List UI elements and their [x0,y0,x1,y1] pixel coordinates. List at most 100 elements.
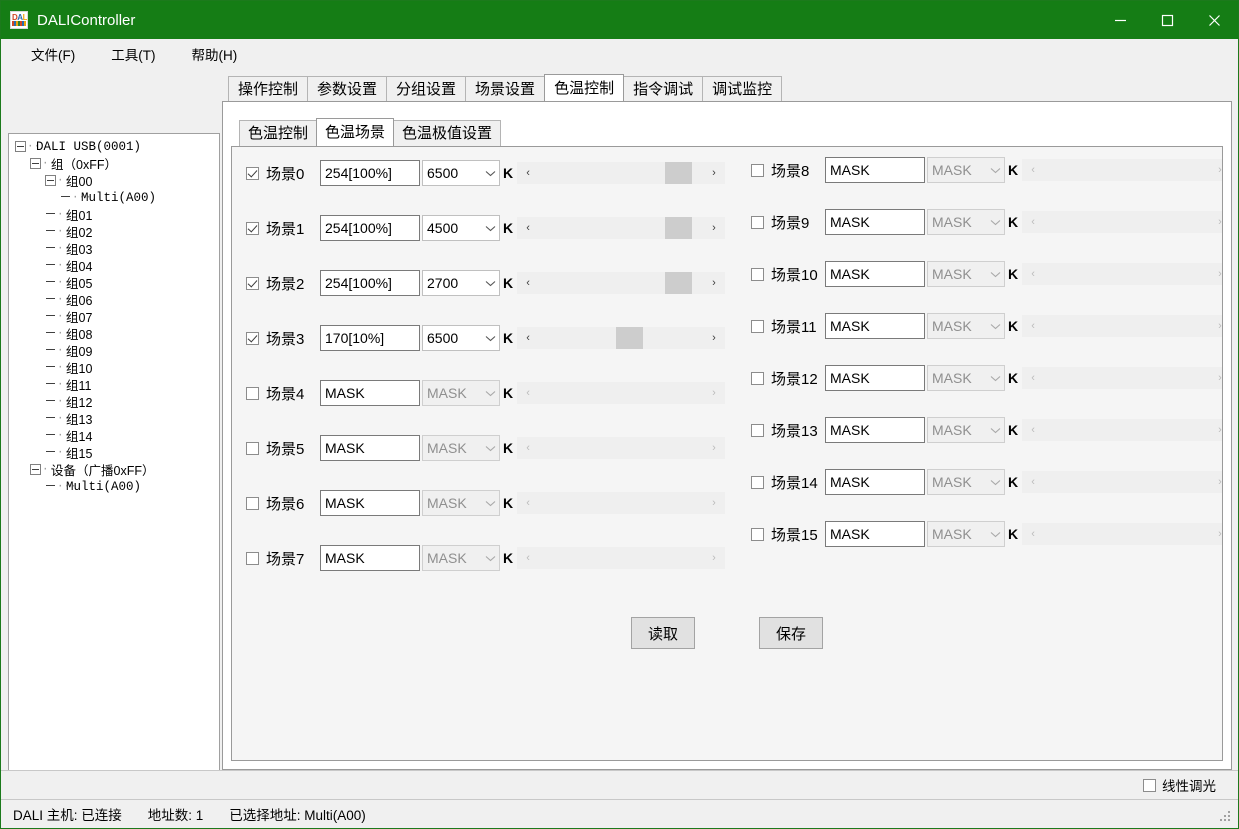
scene-kelvin-scrollbar[interactable]: ‹ › [517,272,725,294]
chevron-down-icon[interactable] [986,219,1004,226]
scrollbar-right-arrow-icon[interactable]: › [712,497,716,509]
scene-level-input[interactable]: MASK [825,209,925,235]
scene-kelvin-select[interactable]: MASK [422,490,500,516]
scrollbar-thumb[interactable] [616,327,644,349]
scene-kelvin-scrollbar[interactable]: ‹ › [517,327,725,349]
scene-enable-checkbox[interactable] [246,276,259,290]
chevron-down-icon[interactable] [986,375,1004,382]
scene-enable-checkbox[interactable] [751,371,764,385]
linear-dimming-option[interactable]: 线性调光 [1143,775,1216,795]
scrollbar-left-arrow-icon[interactable]: ‹ [1031,216,1035,228]
tree-node[interactable]: ··· 组02 [15,223,219,240]
scrollbar-right-arrow-icon[interactable]: › [712,387,716,399]
chevron-down-icon[interactable] [481,445,499,452]
scrollbar-track[interactable] [539,162,703,184]
scrollbar-right-arrow-icon[interactable]: › [712,222,716,234]
scene-level-input[interactable]: 254[100%] [320,215,420,241]
scene-kelvin-select[interactable]: MASK [927,261,1005,287]
scrollbar-left-arrow-icon[interactable]: ‹ [1031,424,1035,436]
scrollbar-right-arrow-icon[interactable]: › [1218,164,1222,176]
chevron-down-icon[interactable] [481,170,499,177]
scrollbar-right-arrow-icon[interactable]: › [1218,528,1222,540]
tree-node[interactable]: ··· Multi(A00) [15,478,219,495]
tree-node[interactable]: ··· 组06 [15,291,219,308]
inner-tab-2[interactable]: 色温极值设置 [393,120,502,146]
chevron-down-icon[interactable] [986,323,1004,330]
scene-kelvin-select[interactable]: MASK [927,209,1005,235]
scene-kelvin-scrollbar[interactable]: ‹ › [517,382,725,404]
tab-2[interactable]: 分组设置 [386,76,467,101]
scene-enable-checkbox[interactable] [246,496,259,510]
chevron-down-icon[interactable] [481,500,499,507]
scrollbar-left-arrow-icon[interactable]: ‹ [526,387,530,399]
tree-node[interactable]: ··· 组13 [15,410,219,427]
tree-node[interactable]: ··· 组01 [15,206,219,223]
scrollbar-left-arrow-icon[interactable]: ‹ [526,497,530,509]
scrollbar-track[interactable] [1044,471,1209,493]
scene-enable-checkbox[interactable] [246,331,259,345]
tree-node[interactable]: ··· 组07 [15,308,219,325]
tab-0[interactable]: 操作控制 [228,76,309,101]
scrollbar-track[interactable] [1044,315,1209,337]
scene-level-input[interactable]: MASK [320,435,420,461]
scrollbar-track[interactable] [1044,419,1209,441]
scene-kelvin-select[interactable]: 6500 [422,160,500,186]
scene-enable-checkbox[interactable] [751,475,764,489]
tab-5[interactable]: 指令调试 [623,76,704,101]
tree-node[interactable]: ·· DALI USB(0001) [15,138,219,155]
scene-enable-checkbox[interactable] [246,166,259,180]
scene-kelvin-scrollbar[interactable]: ‹ › [1022,471,1222,493]
scrollbar-left-arrow-icon[interactable]: ‹ [1031,476,1035,488]
scene-kelvin-select[interactable]: MASK [927,521,1005,547]
scene-level-input[interactable]: 254[100%] [320,270,420,296]
scene-kelvin-select[interactable]: 4500 [422,215,500,241]
tab-6[interactable]: 调试监控 [702,76,783,101]
scrollbar-left-arrow-icon[interactable]: ‹ [1031,528,1035,540]
scene-level-input[interactable]: 254[100%] [320,160,420,186]
scrollbar-right-arrow-icon[interactable]: › [712,332,716,344]
scene-enable-checkbox[interactable] [246,551,259,565]
inner-tab-0[interactable]: 色温控制 [239,120,318,146]
tree-node[interactable]: ··· 组15 [15,444,219,461]
scrollbar-left-arrow-icon[interactable]: ‹ [526,552,530,564]
scrollbar-right-arrow-icon[interactable]: › [1218,424,1222,436]
scrollbar-track[interactable] [539,382,703,404]
scene-kelvin-select[interactable]: 6500 [422,325,500,351]
scene-level-input[interactable]: MASK [320,380,420,406]
scrollbar-track[interactable] [1044,523,1209,545]
scrollbar-right-arrow-icon[interactable]: › [712,277,716,289]
scrollbar-track[interactable] [1044,159,1209,181]
scrollbar-left-arrow-icon[interactable]: ‹ [526,332,530,344]
scrollbar-track[interactable] [539,217,703,239]
resize-grip-icon[interactable] [1220,811,1233,824]
read-button[interactable]: 读取 [631,617,695,649]
scene-level-input[interactable]: MASK [825,313,925,339]
scene-kelvin-select[interactable]: 2700 [422,270,500,296]
scrollbar-thumb[interactable] [665,272,693,294]
scrollbar-thumb[interactable] [665,162,693,184]
chevron-down-icon[interactable] [481,555,499,562]
tab-4-active[interactable]: 色温控制 [544,74,625,101]
tree-collapse-icon[interactable] [30,464,41,475]
tree-collapse-icon[interactable] [15,141,26,152]
menu-item-0[interactable]: 文件(F) [31,48,76,63]
scene-enable-checkbox[interactable] [751,267,764,281]
scrollbar-left-arrow-icon[interactable]: ‹ [1031,164,1035,176]
scene-kelvin-select[interactable]: MASK [927,313,1005,339]
scene-level-input[interactable]: MASK [825,417,925,443]
chevron-down-icon[interactable] [986,167,1004,174]
scene-kelvin-scrollbar[interactable]: ‹ › [1022,211,1222,233]
scene-kelvin-scrollbar[interactable]: ‹ › [517,547,725,569]
menu-item-2[interactable]: 帮助(H) [191,48,238,63]
tree-node[interactable]: ··· 组10 [15,359,219,376]
scrollbar-right-arrow-icon[interactable]: › [1218,372,1222,384]
tree-node[interactable]: ·· 组00 [15,172,219,189]
tree-node[interactable]: ··· 组11 [15,376,219,393]
scene-kelvin-select[interactable]: MASK [927,365,1005,391]
scene-enable-checkbox[interactable] [751,527,764,541]
maximize-icon[interactable] [1144,1,1191,39]
tree-node[interactable]: ··· 组05 [15,274,219,291]
scene-level-input[interactable]: MASK [825,469,925,495]
scene-kelvin-scrollbar[interactable]: ‹ › [1022,263,1222,285]
scene-enable-checkbox[interactable] [246,221,259,235]
